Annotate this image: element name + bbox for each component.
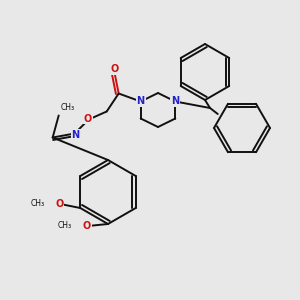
Text: O: O bbox=[111, 64, 119, 74]
Text: O: O bbox=[84, 113, 92, 124]
Text: CH₃: CH₃ bbox=[30, 199, 44, 208]
Text: N: N bbox=[171, 97, 179, 106]
Text: N: N bbox=[136, 97, 145, 106]
Text: CH₃: CH₃ bbox=[58, 220, 72, 230]
Text: O: O bbox=[83, 221, 91, 231]
Text: N: N bbox=[72, 130, 80, 140]
Text: CH₃: CH₃ bbox=[61, 103, 75, 112]
Text: O: O bbox=[55, 199, 63, 209]
